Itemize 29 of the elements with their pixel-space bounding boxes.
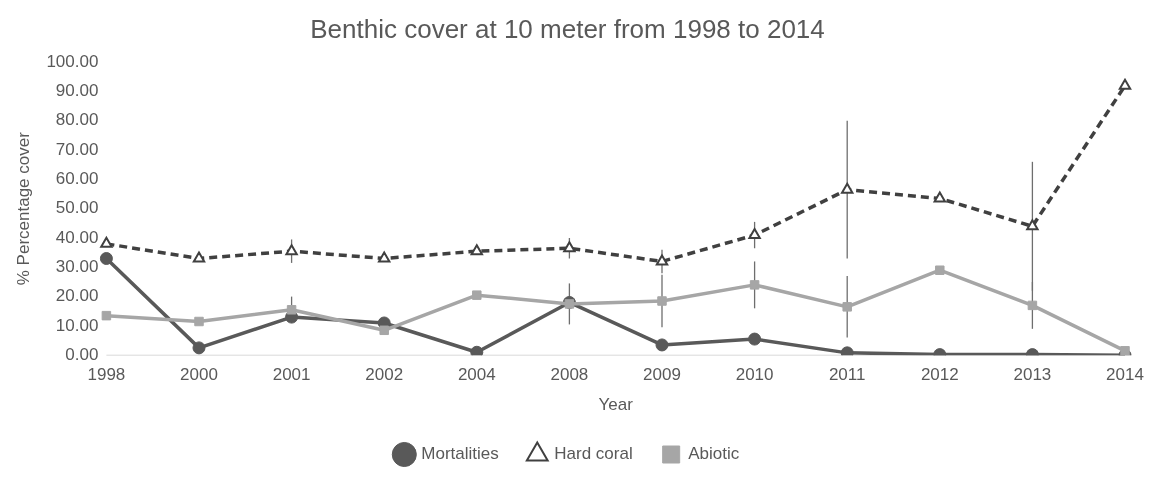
y-tick-label: 30.00	[55, 256, 99, 276]
y-tick-label: 0.00	[65, 344, 99, 364]
x-tick-label: 1998	[87, 365, 126, 385]
y-tick-label: 60.00	[55, 169, 99, 189]
x-tick-label: 2012	[920, 365, 959, 385]
x-tick-label: 2000	[180, 365, 218, 385]
x-axis-title: Year	[598, 395, 634, 415]
legend-label: Mortalities	[421, 444, 499, 464]
legend-label: Abiotic	[688, 444, 740, 464]
y-tick-label: 90.00	[55, 81, 99, 101]
y-axis-title: % Percentage cover	[13, 131, 33, 286]
y-tick-label: 70.00	[55, 139, 99, 159]
chart-title: Benthic cover at 10 meter from 1998 to 2014	[310, 13, 825, 44]
y-tick-label: 80.00	[55, 110, 99, 130]
x-tick-label: 2008	[550, 365, 589, 385]
x-tick-label: 2004	[457, 365, 496, 385]
x-tick-label: 2014	[1106, 365, 1144, 385]
y-tick-label: 50.00	[55, 198, 99, 218]
x-tick-label: 2010	[735, 365, 774, 385]
y-tick-label: 40.00	[55, 227, 99, 247]
legend-label: Hard coral	[554, 444, 633, 464]
y-tick-label: 20.00	[55, 286, 99, 306]
x-tick-label: 2009	[643, 365, 681, 385]
y-tick-label: 10.00	[55, 315, 99, 335]
x-tick-label: 2011	[828, 365, 866, 385]
x-tick-label: 2001	[272, 365, 311, 385]
x-tick-label: 2002	[365, 365, 404, 385]
y-tick-label: 100.00	[46, 51, 99, 71]
x-tick-label: 2013	[1013, 365, 1052, 385]
